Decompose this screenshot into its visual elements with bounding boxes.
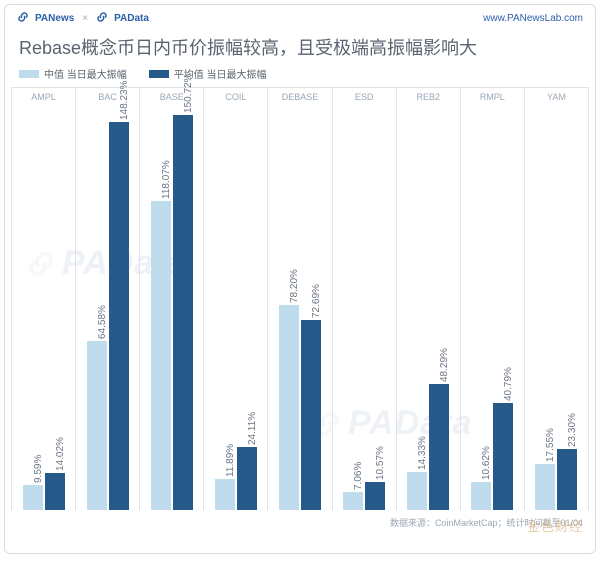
category-axis: AMPLBACBASECOILDEBASEESDREB2RMPLYAM [5, 87, 595, 104]
bar-mean: 72.69% [301, 320, 321, 510]
bar-mean: 10.57% [365, 482, 385, 510]
category-label: BASE [140, 87, 204, 104]
bar-group: 7.06%10.57% [333, 104, 397, 510]
bar-mean: 40.79% [493, 403, 513, 510]
bar-value-label: 17.55% [545, 428, 556, 462]
data-source: 数据来源：CoinMarketCap；统计时间截至01/04 [5, 510, 595, 533]
category-label: COIL [204, 87, 268, 104]
legend: 中值 当日最大振幅 平均值 当日最大振幅 [5, 66, 595, 87]
bar-mean: 14.02% [45, 473, 65, 510]
bar-group: 78.20%72.69% [268, 104, 332, 510]
bar-value-label: 10.62% [481, 446, 492, 480]
bar-value-label: 11.89% [225, 444, 236, 477]
bar-median: 118.07% [151, 201, 171, 510]
bar-group: 17.55%23.30% [525, 104, 589, 510]
bar-mean: 23.30% [557, 449, 577, 510]
bar-value-label: 14.02% [55, 437, 66, 471]
bar-group: 10.62%40.79% [461, 104, 525, 510]
category-label: BAC [76, 87, 140, 104]
bar-mean: 24.11% [237, 447, 257, 510]
legend-median: 中值 当日最大振幅 [19, 66, 127, 81]
category-label: YAM [525, 87, 589, 104]
legend-mean: 平均值 当日最大振幅 [149, 66, 267, 81]
bar-median: 14.33% [407, 472, 427, 510]
bar-group: 11.89%24.11% [204, 104, 268, 510]
chart-card: PANews × PAData www.PANewsLab.com Rebase… [4, 4, 596, 554]
bar-value-label: 48.29% [439, 348, 450, 382]
brand-2: PAData [114, 13, 149, 24]
bar-value-label: 150.72% [183, 74, 194, 113]
category-label: DEBASE [268, 87, 332, 104]
bar-mean: 150.72% [173, 115, 193, 510]
legend-median-label: 中值 当日最大振幅 [44, 66, 127, 81]
category-label: RMPL [461, 87, 525, 104]
bar-value-label: 7.06% [353, 461, 364, 489]
bar-median: 64.58% [87, 341, 107, 510]
bar-value-label: 10.57% [375, 446, 386, 480]
bar-group: 14.33%48.29% [397, 104, 461, 510]
link-icon [17, 11, 29, 26]
bar-group: 64.58%148.23% [76, 104, 140, 510]
bar-mean: 48.29% [429, 384, 449, 510]
bar-group: 9.59%14.02% [12, 104, 76, 510]
swatch-mean [149, 70, 169, 78]
bar-median: 9.59% [23, 485, 43, 510]
bar-value-label: 24.11% [247, 412, 258, 445]
bar-value-label: 40.79% [503, 367, 514, 401]
bar-median: 11.89% [215, 479, 235, 510]
bar-value-label: 118.07% [161, 160, 172, 199]
card-header: PANews × PAData www.PANewsLab.com [5, 5, 595, 30]
brand-1: PANews [35, 13, 74, 24]
bar-median: 10.62% [471, 482, 491, 510]
bar-value-label: 9.59% [33, 455, 44, 483]
bar-value-label: 64.58% [97, 305, 108, 339]
bar-value-label: 23.30% [567, 413, 578, 447]
brand-group: PANews × PAData [17, 11, 149, 26]
link-icon [96, 11, 108, 26]
bar-median: 78.20% [279, 305, 299, 510]
source-domain: www.PANewsLab.com [483, 13, 583, 24]
category-label: ESD [333, 87, 397, 104]
bar-value-label: 148.23% [119, 80, 130, 119]
bar-median: 7.06% [343, 492, 363, 510]
overlay-watermark: 金色财经 [527, 516, 583, 535]
bar-value-label: 78.20% [289, 269, 300, 303]
bar-mean: 148.23% [109, 122, 129, 510]
bar-value-label: 14.33% [417, 437, 428, 471]
bar-group: 118.07%150.72% [140, 104, 204, 510]
chart-title: Rebase概念币日内币价振幅较高，且受极端高振幅影响大 [5, 30, 595, 66]
category-label: AMPL [11, 87, 76, 104]
brand-separator: × [82, 13, 88, 24]
category-label: REB2 [397, 87, 461, 104]
bar-value-label: 72.69% [311, 284, 322, 318]
bar-median: 17.55% [535, 464, 555, 510]
chart-plot-area: PAData PAData 9.59%14.02%64.58%148.23%11… [11, 104, 589, 510]
swatch-median [19, 70, 39, 78]
